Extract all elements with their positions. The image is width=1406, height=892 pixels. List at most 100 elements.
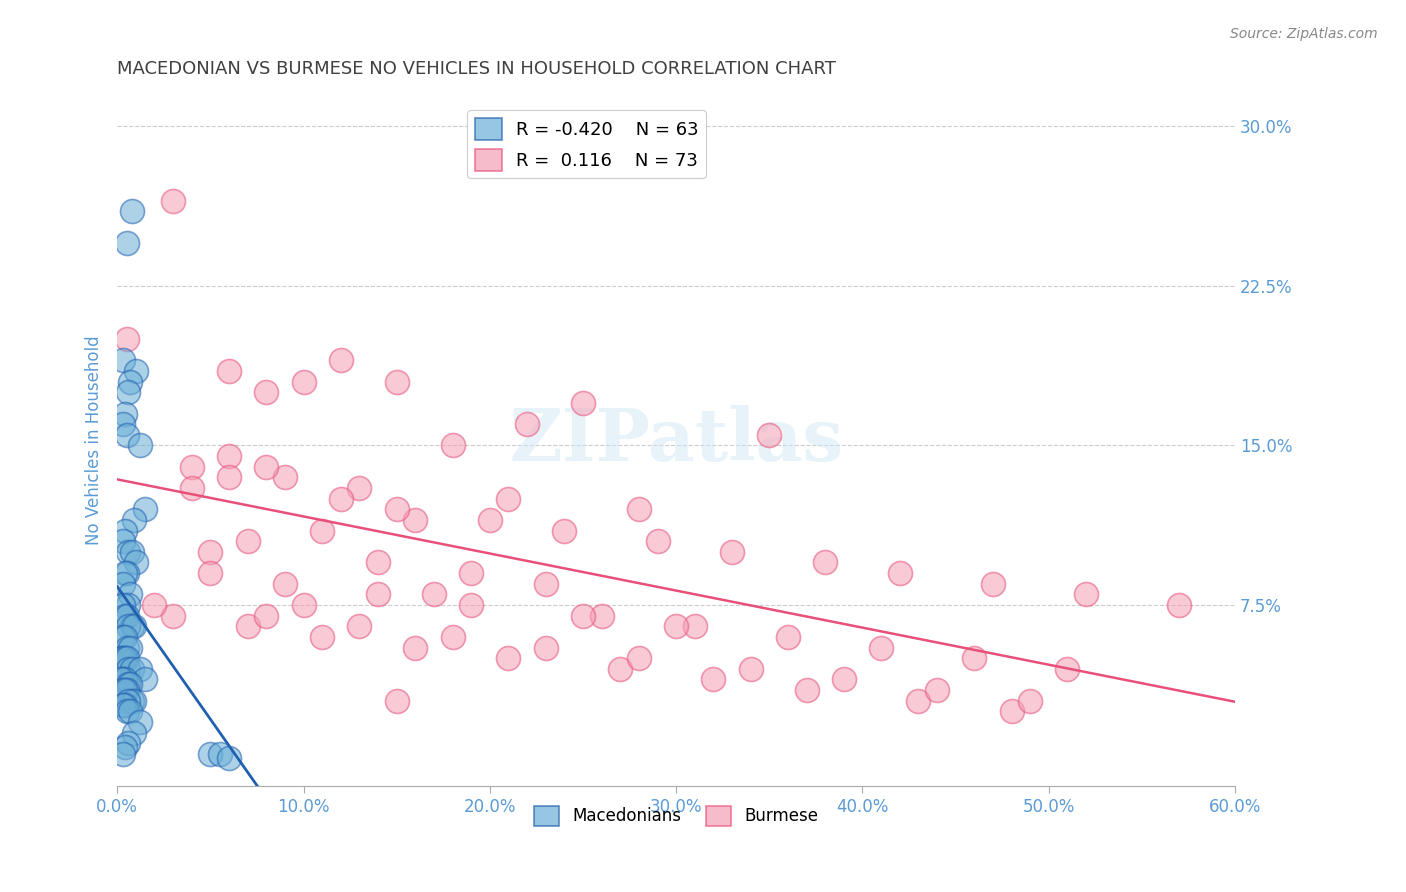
Point bbox=[236, 534, 259, 549]
Point bbox=[180, 459, 202, 474]
Point bbox=[367, 556, 389, 570]
Point bbox=[329, 353, 352, 368]
Point bbox=[115, 608, 138, 623]
Point bbox=[516, 417, 538, 432]
Point bbox=[114, 651, 136, 665]
Y-axis label: No Vehicles in Household: No Vehicles in Household bbox=[86, 335, 103, 545]
Point bbox=[254, 385, 277, 400]
Point bbox=[441, 630, 464, 644]
Point bbox=[115, 704, 138, 718]
Point bbox=[111, 353, 134, 368]
Point bbox=[121, 694, 143, 708]
Point bbox=[115, 566, 138, 580]
Point bbox=[534, 640, 557, 655]
Point bbox=[591, 608, 613, 623]
Point bbox=[114, 566, 136, 580]
Point bbox=[498, 651, 520, 665]
Point bbox=[1056, 662, 1078, 676]
Point bbox=[121, 204, 143, 219]
Point bbox=[796, 683, 818, 698]
Point bbox=[120, 704, 142, 718]
Point bbox=[218, 364, 240, 378]
Point bbox=[404, 640, 426, 655]
Point bbox=[460, 598, 482, 612]
Point bbox=[114, 698, 136, 712]
Point bbox=[870, 640, 893, 655]
Point bbox=[218, 449, 240, 463]
Point bbox=[128, 438, 150, 452]
Point bbox=[200, 545, 222, 559]
Point bbox=[111, 576, 134, 591]
Point bbox=[740, 662, 762, 676]
Point bbox=[125, 364, 148, 378]
Point bbox=[553, 524, 575, 538]
Point bbox=[349, 619, 371, 633]
Point bbox=[1000, 704, 1022, 718]
Point bbox=[117, 619, 139, 633]
Point bbox=[120, 640, 142, 655]
Text: MACEDONIAN VS BURMESE NO VEHICLES IN HOUSEHOLD CORRELATION CHART: MACEDONIAN VS BURMESE NO VEHICLES IN HOU… bbox=[117, 60, 837, 78]
Point bbox=[925, 683, 948, 698]
Point bbox=[121, 662, 143, 676]
Point bbox=[889, 566, 911, 580]
Point bbox=[115, 640, 138, 655]
Point bbox=[627, 502, 650, 516]
Point bbox=[478, 513, 501, 527]
Point bbox=[120, 587, 142, 601]
Text: ZIPatlas: ZIPatlas bbox=[509, 405, 844, 475]
Point bbox=[117, 545, 139, 559]
Point bbox=[311, 524, 333, 538]
Point bbox=[134, 502, 156, 516]
Point bbox=[120, 375, 142, 389]
Point bbox=[110, 651, 132, 665]
Point bbox=[1168, 598, 1191, 612]
Point bbox=[776, 630, 799, 644]
Point bbox=[111, 683, 134, 698]
Point bbox=[200, 747, 222, 761]
Point bbox=[117, 676, 139, 690]
Point bbox=[111, 630, 134, 644]
Point bbox=[981, 576, 1004, 591]
Point bbox=[683, 619, 706, 633]
Point bbox=[572, 608, 595, 623]
Legend: Macedonians, Burmese: Macedonians, Burmese bbox=[527, 799, 825, 833]
Point bbox=[609, 662, 631, 676]
Point bbox=[1019, 694, 1042, 708]
Point bbox=[758, 427, 780, 442]
Point bbox=[274, 576, 297, 591]
Point bbox=[572, 396, 595, 410]
Point bbox=[627, 651, 650, 665]
Point bbox=[122, 513, 145, 527]
Point bbox=[114, 630, 136, 644]
Point bbox=[122, 725, 145, 739]
Point bbox=[534, 576, 557, 591]
Point bbox=[122, 619, 145, 633]
Point bbox=[115, 332, 138, 346]
Point bbox=[128, 714, 150, 729]
Point bbox=[963, 651, 986, 665]
Point bbox=[114, 407, 136, 421]
Point bbox=[120, 676, 142, 690]
Point bbox=[814, 556, 837, 570]
Point bbox=[367, 587, 389, 601]
Point bbox=[721, 545, 744, 559]
Text: Source: ZipAtlas.com: Source: ZipAtlas.com bbox=[1230, 27, 1378, 41]
Point bbox=[329, 491, 352, 506]
Point bbox=[702, 673, 724, 687]
Point bbox=[832, 673, 855, 687]
Point bbox=[162, 608, 184, 623]
Point bbox=[665, 619, 688, 633]
Point bbox=[134, 673, 156, 687]
Point bbox=[200, 566, 222, 580]
Point bbox=[292, 375, 315, 389]
Point bbox=[180, 481, 202, 495]
Point bbox=[111, 417, 134, 432]
Point bbox=[404, 513, 426, 527]
Point bbox=[218, 751, 240, 765]
Point bbox=[292, 598, 315, 612]
Point bbox=[311, 630, 333, 644]
Point bbox=[162, 194, 184, 208]
Point bbox=[115, 683, 138, 698]
Point bbox=[117, 385, 139, 400]
Point bbox=[907, 694, 929, 708]
